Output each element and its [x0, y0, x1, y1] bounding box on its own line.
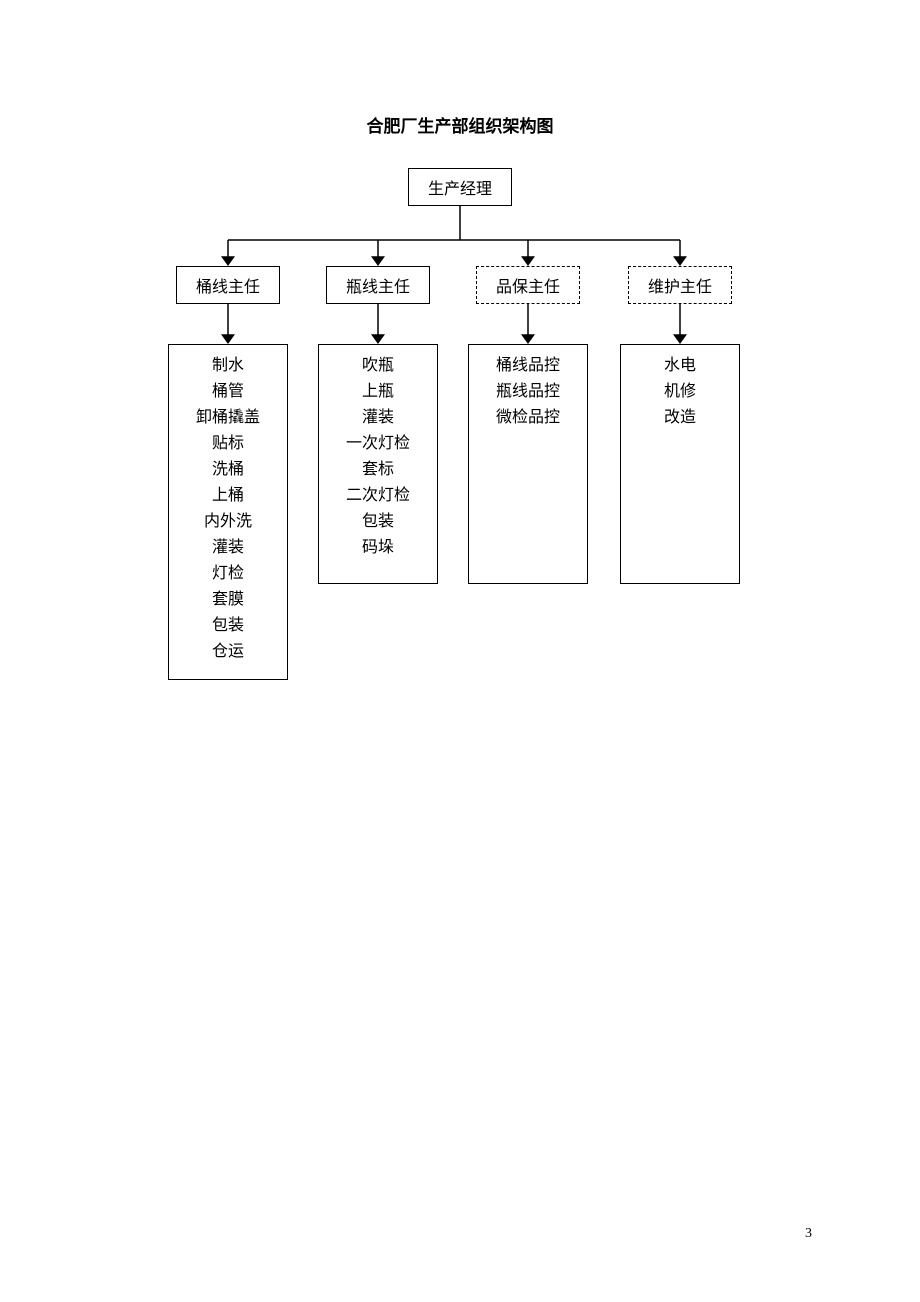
detail-item: 灌装: [319, 405, 437, 431]
level2-node: 瓶线主任: [326, 266, 430, 304]
detail-item: 上桶: [169, 483, 287, 509]
page-number: 3: [805, 1226, 812, 1242]
org-chart-connectors: [0, 160, 920, 700]
detail-item: 码垛: [319, 535, 437, 561]
detail-item: 灯检: [169, 561, 287, 587]
detail-item: 机修: [621, 379, 739, 405]
detail-item: 桶线品控: [469, 353, 587, 379]
detail-item: 包装: [169, 613, 287, 639]
detail-item: 微检品控: [469, 405, 587, 431]
level2-node: 维护主任: [628, 266, 732, 304]
org-chart: 生产经理桶线主任瓶线主任品保主任维护主任制水桶管卸桶撬盖贴标洗桶上桶内外洗灌装灯…: [0, 160, 920, 680]
detail-item: 改造: [621, 405, 739, 431]
level3-detail: 吹瓶上瓶灌装一次灯检套标二次灯检包装码垛: [318, 344, 438, 584]
detail-item: 吹瓶: [319, 353, 437, 379]
detail-item: 套标: [319, 457, 437, 483]
detail-item: 瓶线品控: [469, 379, 587, 405]
root-node: 生产经理: [408, 168, 512, 206]
detail-item: 套膜: [169, 587, 287, 613]
detail-item: 上瓶: [319, 379, 437, 405]
detail-item: 洗桶: [169, 457, 287, 483]
detail-item: 卸桶撬盖: [169, 405, 287, 431]
level2-node: 桶线主任: [176, 266, 280, 304]
detail-item: 贴标: [169, 431, 287, 457]
detail-item: 内外洗: [169, 509, 287, 535]
detail-item: 一次灯检: [319, 431, 437, 457]
detail-item: 桶管: [169, 379, 287, 405]
level3-detail: 桶线品控瓶线品控微检品控: [468, 344, 588, 584]
level3-detail: 制水桶管卸桶撬盖贴标洗桶上桶内外洗灌装灯检套膜包装仓运: [168, 344, 288, 680]
detail-item: 水电: [621, 353, 739, 379]
detail-item: 仓运: [169, 639, 287, 665]
detail-item: 二次灯检: [319, 483, 437, 509]
detail-item: 包装: [319, 509, 437, 535]
page-title: 合肥厂生产部组织架构图: [0, 112, 920, 137]
level3-detail: 水电机修改造: [620, 344, 740, 584]
detail-item: 制水: [169, 353, 287, 379]
level2-node: 品保主任: [476, 266, 580, 304]
detail-item: 灌装: [169, 535, 287, 561]
